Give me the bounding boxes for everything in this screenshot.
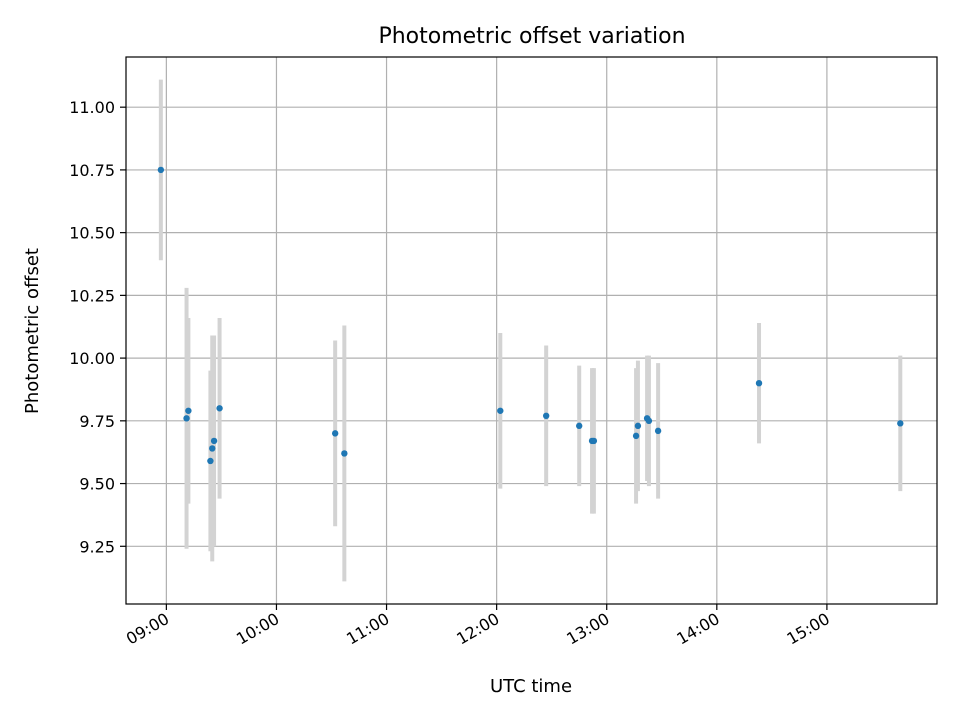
- data-point: [632, 432, 640, 440]
- data-point: [209, 445, 216, 452]
- data-point: [157, 166, 165, 174]
- data-point: [183, 415, 190, 422]
- x-tick-label: 09:00: [123, 609, 172, 649]
- x-tick-label: 11:00: [343, 609, 392, 649]
- x-tick-label: 13:00: [563, 609, 612, 649]
- data-point: [755, 379, 763, 387]
- x-tick-label: 12:00: [453, 609, 502, 649]
- plot-frame: [125, 56, 938, 605]
- data-point: [331, 430, 339, 437]
- x-tick-label: 14:00: [673, 609, 722, 649]
- x-axis-label: UTC time: [490, 676, 572, 697]
- data-point: [497, 407, 504, 414]
- x-axis-ticks: 09:00 10:00 11:00 12:00 13:00 14:00 15:00: [123, 604, 833, 649]
- y-tick-label: 9.75: [79, 412, 115, 431]
- x-tick-label: 15:00: [783, 609, 832, 649]
- x-tick-label: 10:00: [233, 609, 282, 649]
- data-point: [341, 450, 348, 457]
- data-point: [216, 405, 223, 412]
- data-point: [590, 437, 598, 445]
- y-tick-label: 10.25: [69, 286, 115, 305]
- data-point: [576, 422, 583, 430]
- y-tick-label: 9.50: [79, 475, 115, 494]
- grid: [126, 57, 937, 604]
- data-point: [542, 412, 550, 420]
- y-tick-label: 9.25: [79, 537, 115, 556]
- chart-title: Photometric offset variation: [378, 24, 685, 49]
- y-axis-ticks: 9.25 9.50 9.75 10.00 10.25 10.50 10.75 11.00: [69, 98, 126, 556]
- data-point: [897, 420, 904, 427]
- data-point: [645, 417, 653, 425]
- y-tick-label: 10.75: [69, 161, 115, 180]
- error-bars: [158, 79, 903, 582]
- data-point: [634, 422, 642, 430]
- data-point: [654, 427, 662, 435]
- y-tick-label: 10.50: [69, 224, 115, 243]
- data-point: [185, 407, 192, 414]
- y-tick-label: 10.00: [69, 349, 115, 368]
- y-axis-label: Photometric offset: [22, 248, 43, 414]
- data-point: [207, 457, 214, 465]
- y-tick-label: 11.00: [69, 98, 115, 117]
- data-points: [157, 166, 904, 465]
- data-point: [210, 437, 218, 445]
